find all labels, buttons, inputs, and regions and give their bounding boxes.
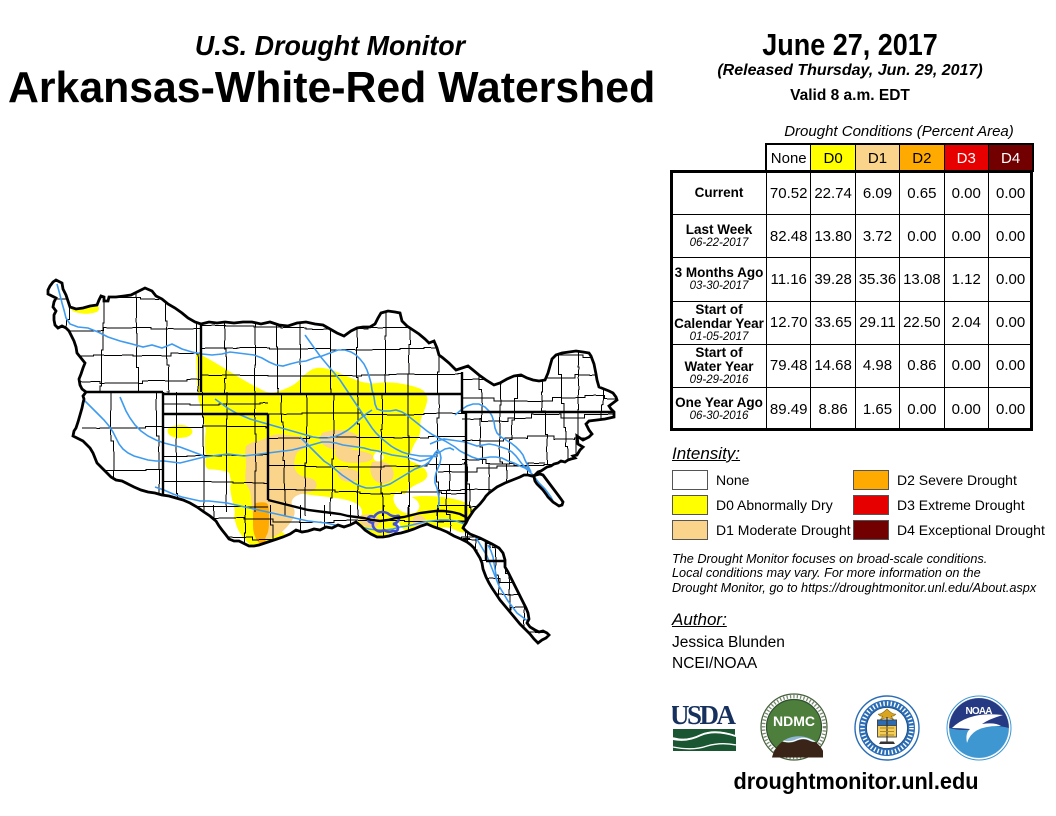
svg-text:NDMC: NDMC bbox=[773, 713, 815, 729]
svg-text:USDA: USDA bbox=[672, 703, 736, 730]
svg-text:NOAA: NOAA bbox=[966, 706, 993, 717]
